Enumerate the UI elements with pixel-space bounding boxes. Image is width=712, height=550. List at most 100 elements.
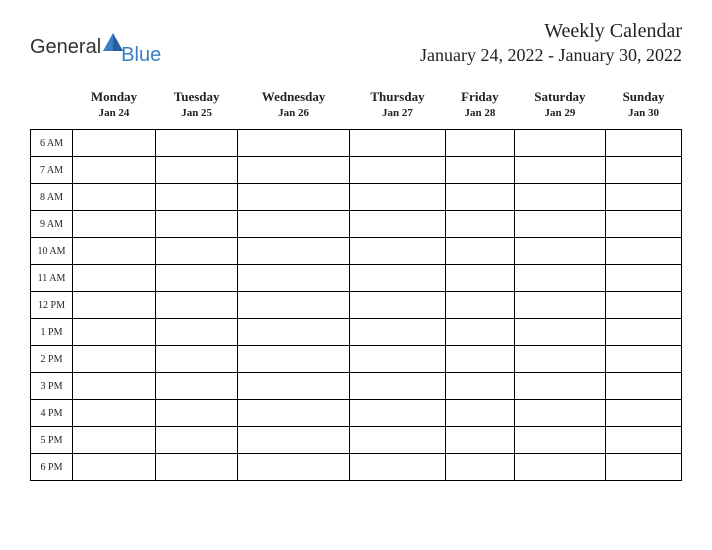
calendar-slot[interactable] [238,184,350,211]
calendar-slot[interactable] [238,373,350,400]
calendar-slot[interactable] [514,238,605,265]
calendar-slot[interactable] [446,427,515,454]
time-label: 11 AM [31,265,73,292]
calendar-slot[interactable] [238,292,350,319]
calendar-slot[interactable] [156,157,238,184]
calendar-slot[interactable] [73,454,156,481]
calendar-slot[interactable] [156,265,238,292]
calendar-slot[interactable] [514,292,605,319]
calendar-slot[interactable] [446,400,515,427]
calendar-slot[interactable] [349,292,445,319]
calendar-slot[interactable] [73,346,156,373]
day-date: Jan 29 [516,107,603,119]
calendar-slot[interactable] [606,211,682,238]
calendar-slot[interactable] [514,346,605,373]
calendar-slot[interactable] [349,130,445,157]
calendar-slot[interactable] [514,265,605,292]
calendar-slot[interactable] [156,400,238,427]
calendar-slot[interactable] [606,184,682,211]
calendar-slot[interactable] [349,400,445,427]
calendar-slot[interactable] [156,427,238,454]
calendar-slot[interactable] [238,157,350,184]
calendar-slot[interactable] [73,184,156,211]
calendar-slot[interactable] [349,454,445,481]
calendar-slot[interactable] [446,265,515,292]
calendar-slot[interactable] [514,400,605,427]
calendar-slot[interactable] [156,211,238,238]
calendar-slot[interactable] [238,454,350,481]
time-row: 2 PM [31,346,682,373]
calendar-slot[interactable] [238,265,350,292]
calendar-slot[interactable] [238,130,350,157]
calendar-slot[interactable] [514,454,605,481]
calendar-slot[interactable] [349,184,445,211]
time-row: 11 AM [31,265,682,292]
calendar-slot[interactable] [514,427,605,454]
calendar-slot[interactable] [446,238,515,265]
calendar-slot[interactable] [73,130,156,157]
calendar-slot[interactable] [238,400,350,427]
calendar-slot[interactable] [349,265,445,292]
calendar-slot[interactable] [238,211,350,238]
day-name: Wednesday [240,89,348,105]
calendar-slot[interactable] [606,346,682,373]
calendar-slot[interactable] [73,265,156,292]
time-column-header [31,85,73,130]
calendar-slot[interactable] [73,157,156,184]
calendar-slot[interactable] [606,400,682,427]
calendar-slot[interactable] [349,346,445,373]
calendar-slot[interactable] [446,346,515,373]
calendar-slot[interactable] [349,319,445,346]
calendar-slot[interactable] [606,373,682,400]
calendar-slot[interactable] [73,319,156,346]
calendar-slot[interactable] [349,211,445,238]
calendar-slot[interactable] [349,238,445,265]
calendar-slot[interactable] [73,292,156,319]
calendar-slot[interactable] [514,373,605,400]
calendar-slot[interactable] [156,454,238,481]
calendar-slot[interactable] [156,184,238,211]
calendar-slot[interactable] [446,130,515,157]
calendar-slot[interactable] [514,157,605,184]
time-label: 10 AM [31,238,73,265]
calendar-slot[interactable] [156,130,238,157]
day-date: Jan 26 [240,107,348,119]
calendar-slot[interactable] [606,319,682,346]
calendar-slot[interactable] [349,157,445,184]
calendar-slot[interactable] [514,184,605,211]
calendar-slot[interactable] [606,454,682,481]
calendar-slot[interactable] [606,292,682,319]
calendar-slot[interactable] [446,184,515,211]
calendar-slot[interactable] [73,211,156,238]
calendar-slot[interactable] [606,238,682,265]
calendar-slot[interactable] [514,130,605,157]
calendar-slot[interactable] [446,319,515,346]
calendar-slot[interactable] [514,319,605,346]
calendar-slot[interactable] [514,211,605,238]
calendar-slot[interactable] [606,265,682,292]
calendar-slot[interactable] [606,157,682,184]
calendar-slot[interactable] [73,400,156,427]
calendar-slot[interactable] [156,346,238,373]
calendar-slot[interactable] [606,427,682,454]
calendar-slot[interactable] [446,157,515,184]
calendar-slot[interactable] [238,238,350,265]
calendar-slot[interactable] [73,238,156,265]
calendar-slot[interactable] [238,346,350,373]
calendar-slot[interactable] [446,211,515,238]
calendar-slot[interactable] [156,319,238,346]
calendar-slot[interactable] [349,373,445,400]
calendar-slot[interactable] [446,292,515,319]
calendar-slot[interactable] [446,373,515,400]
calendar-slot[interactable] [73,373,156,400]
calendar-slot[interactable] [238,427,350,454]
time-row: 5 PM [31,427,682,454]
calendar-slot[interactable] [156,373,238,400]
calendar-slot[interactable] [238,319,350,346]
calendar-slot[interactable] [156,292,238,319]
calendar-slot[interactable] [73,427,156,454]
calendar-slot[interactable] [446,454,515,481]
calendar-slot[interactable] [349,427,445,454]
calendar-slot[interactable] [606,130,682,157]
calendar-slot[interactable] [156,238,238,265]
